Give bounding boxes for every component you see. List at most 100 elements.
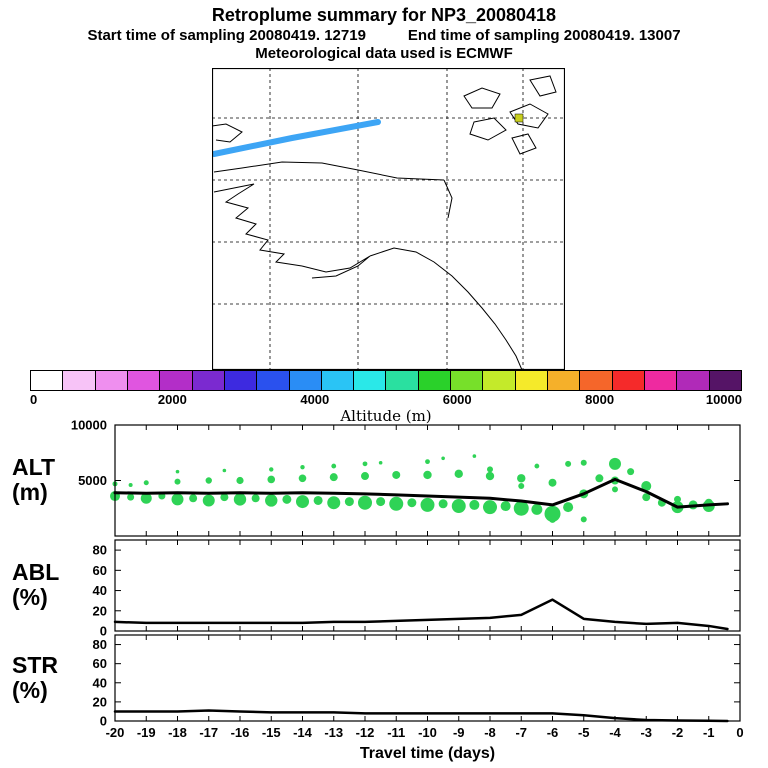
x-tick-label: -4 — [609, 725, 621, 740]
altitude-colorbar — [30, 370, 742, 391]
colorbar-tick: 10000 — [705, 392, 742, 407]
plume-dot — [313, 495, 323, 505]
plume-dot — [128, 482, 133, 487]
plume-dot — [282, 494, 292, 504]
y-tick-label: 80 — [93, 543, 107, 558]
str-label-top: STR — [12, 652, 58, 678]
colorbar-segment — [126, 371, 160, 390]
plume-dot — [531, 503, 543, 515]
colorbar-segment — [320, 371, 354, 390]
plume-dot — [389, 496, 404, 511]
plume-dot — [202, 494, 215, 507]
plume-dot — [362, 461, 368, 467]
plume-dot — [565, 460, 572, 467]
colorbar-tick: 6000 — [442, 392, 472, 407]
end-time-label: End time of sampling 20080419. 13007 — [407, 27, 681, 44]
plume-dot — [548, 478, 557, 487]
colorbar-segment — [676, 371, 709, 390]
plume-dot — [296, 495, 309, 509]
alt-label-bottom: (m) — [12, 479, 48, 505]
y-tick-label: 40 — [93, 675, 107, 690]
abl-label-top: ABL — [12, 559, 60, 585]
plume-dot — [233, 493, 247, 506]
y-tick-label: 5000 — [78, 473, 107, 488]
plume-dot — [378, 460, 383, 465]
plume-dot — [451, 499, 466, 514]
plume-dot — [174, 478, 181, 485]
plume-dot — [251, 494, 260, 503]
plume-dot — [220, 493, 229, 502]
y-tick-label: 20 — [93, 694, 107, 709]
plume-dot — [269, 467, 274, 472]
plume-dot — [376, 497, 386, 507]
plume-dot — [549, 515, 556, 523]
plume-dot — [189, 494, 198, 503]
plume-dot — [298, 474, 307, 483]
sampling-site-marker — [514, 113, 524, 123]
plume-dot — [265, 494, 278, 507]
plume-dot — [609, 457, 621, 470]
plume-dot — [358, 495, 372, 510]
x-tick-label: -5 — [578, 725, 590, 740]
colorbar-segment — [579, 371, 612, 390]
y-tick-label: 10000 — [71, 420, 107, 433]
plume-dot — [627, 468, 635, 476]
colorbar-segment — [31, 371, 63, 390]
abl-mean-line — [113, 598, 729, 631]
x-tick-label: -7 — [515, 725, 527, 740]
x-tick-label: -12 — [356, 725, 375, 740]
sampling-times-line: Start time of sampling 20080419. 12719 En… — [0, 27, 768, 44]
y-tick-label: 20 — [93, 603, 107, 618]
trajectory-line — [212, 119, 381, 157]
x-tick-label: -13 — [324, 725, 343, 740]
plume-dot — [517, 474, 526, 483]
x-tick-label: -15 — [262, 725, 281, 740]
plume-dot — [513, 500, 529, 516]
plume-dot — [205, 477, 212, 484]
x-tick-label: -9 — [453, 725, 465, 740]
x-axis-title: Travel time (days) — [360, 745, 495, 762]
colorbar-segment — [288, 371, 321, 390]
plume-dot — [674, 495, 681, 503]
colorbar-segment — [643, 371, 677, 390]
plume-dot — [175, 469, 180, 474]
colorbar-segment — [611, 371, 644, 390]
plume-dot — [595, 474, 604, 483]
colorbar-segment — [547, 371, 580, 390]
plume-dot — [423, 470, 432, 480]
plume-dot — [143, 480, 149, 486]
colorbar-tick-labels: 0 2000 4000 6000 8000 10000 — [30, 392, 742, 407]
coastline — [212, 75, 557, 370]
abl-panel: 0 20 40 60 80 — [93, 539, 741, 639]
plume-dot — [485, 471, 495, 481]
x-tick-label: -8 — [484, 725, 496, 740]
alt-label-top: ALT — [12, 454, 56, 480]
colorbar-tick: 2000 — [157, 392, 187, 407]
abl-axis-label: ABL (%) — [12, 560, 59, 610]
map-svg — [212, 68, 565, 370]
x-tick-label: -16 — [231, 725, 250, 740]
y-tick-label: 0 — [100, 624, 107, 639]
alt-axis-label: ALT (m) — [12, 455, 55, 505]
x-tick-label: -10 — [418, 725, 437, 740]
y-tick-label: 40 — [93, 583, 107, 598]
plume-dot — [563, 502, 574, 513]
colorbar-segment — [450, 371, 483, 390]
y-tick-label: 80 — [93, 637, 107, 652]
plume-dot — [236, 476, 244, 485]
plume-dot — [140, 492, 152, 504]
alt-mean-line — [113, 477, 729, 509]
colorbar-tick: 0 — [30, 392, 38, 407]
str-panel: 0 20 40 60 80 — [93, 634, 741, 729]
plume-dot — [331, 463, 337, 469]
colorbar-segment — [159, 371, 192, 390]
x-tick-label: -14 — [293, 725, 313, 740]
plume-dot — [518, 483, 525, 490]
plume-dot — [441, 456, 445, 461]
plume-dot — [483, 500, 497, 515]
plume-dot — [534, 463, 540, 469]
x-tick-label: 0 — [736, 725, 743, 740]
plume-dot — [300, 464, 305, 470]
plume-dot — [580, 459, 587, 466]
